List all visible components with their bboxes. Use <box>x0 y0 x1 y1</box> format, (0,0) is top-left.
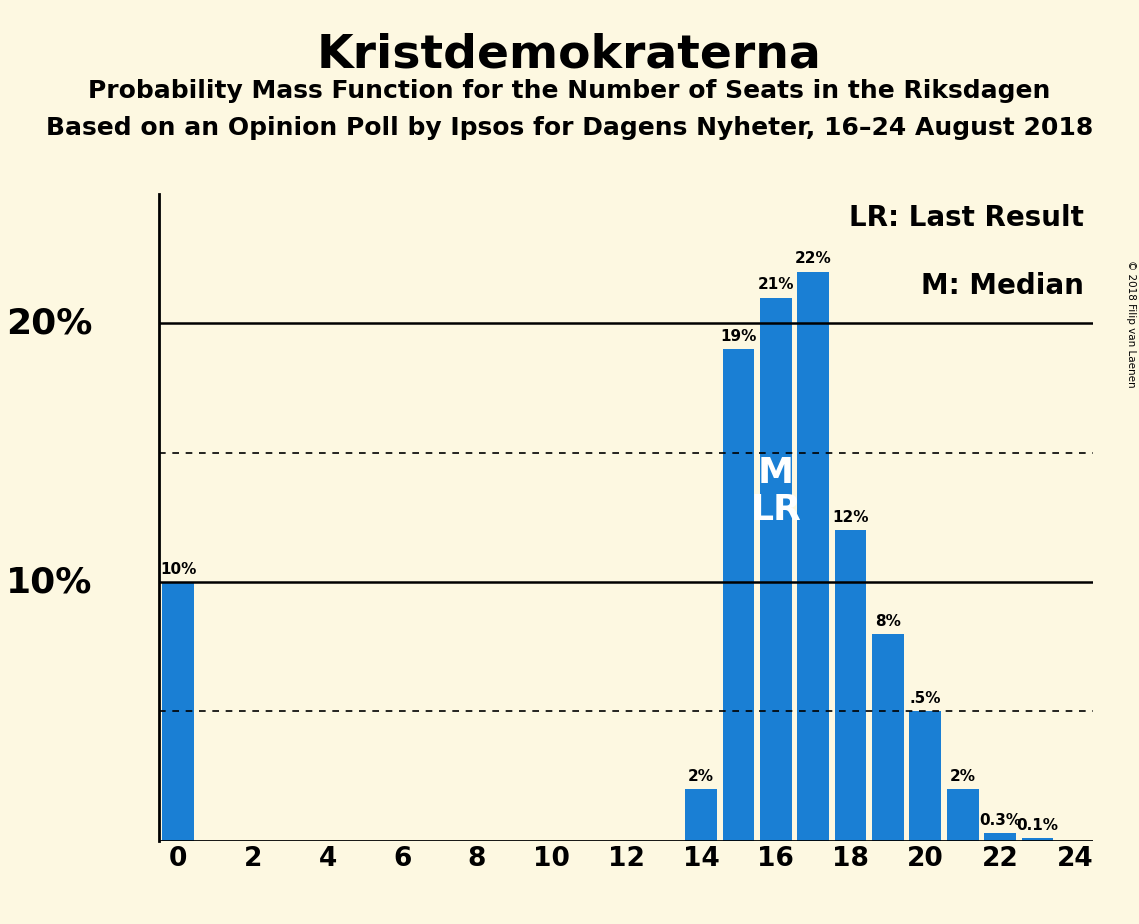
Text: M: Median: M: Median <box>921 272 1084 299</box>
Text: LR: Last Result: LR: Last Result <box>850 203 1084 232</box>
Text: 8%: 8% <box>875 614 901 628</box>
Bar <box>947 789 978 841</box>
Bar <box>1022 838 1054 841</box>
Text: 2%: 2% <box>950 769 976 784</box>
Bar <box>760 298 792 841</box>
Bar <box>984 833 1016 841</box>
Text: 22%: 22% <box>795 251 831 266</box>
Bar <box>686 789 718 841</box>
Bar <box>835 530 867 841</box>
Text: © 2018 Filip van Laenen: © 2018 Filip van Laenen <box>1126 260 1136 387</box>
Text: .5%: .5% <box>910 691 941 706</box>
Text: 21%: 21% <box>757 277 794 292</box>
Bar <box>722 349 754 841</box>
Text: 2%: 2% <box>688 769 714 784</box>
Text: 0.1%: 0.1% <box>1016 818 1058 833</box>
Bar <box>872 634 904 841</box>
Text: 10%: 10% <box>6 565 92 599</box>
Text: Probability Mass Function for the Number of Seats in the Riksdagen: Probability Mass Function for the Number… <box>89 79 1050 103</box>
Text: M
LR: M LR <box>751 456 802 527</box>
Text: 0.3%: 0.3% <box>980 813 1021 828</box>
Text: 10%: 10% <box>159 562 196 577</box>
Text: 20%: 20% <box>6 307 92 340</box>
Text: 12%: 12% <box>833 510 869 525</box>
Bar <box>797 272 829 841</box>
Text: Kristdemokraterna: Kristdemokraterna <box>317 32 822 78</box>
Bar <box>909 711 941 841</box>
Text: 19%: 19% <box>720 329 756 344</box>
Text: Based on an Opinion Poll by Ipsos for Dagens Nyheter, 16–24 August 2018: Based on an Opinion Poll by Ipsos for Da… <box>46 116 1093 140</box>
Bar <box>162 582 194 841</box>
